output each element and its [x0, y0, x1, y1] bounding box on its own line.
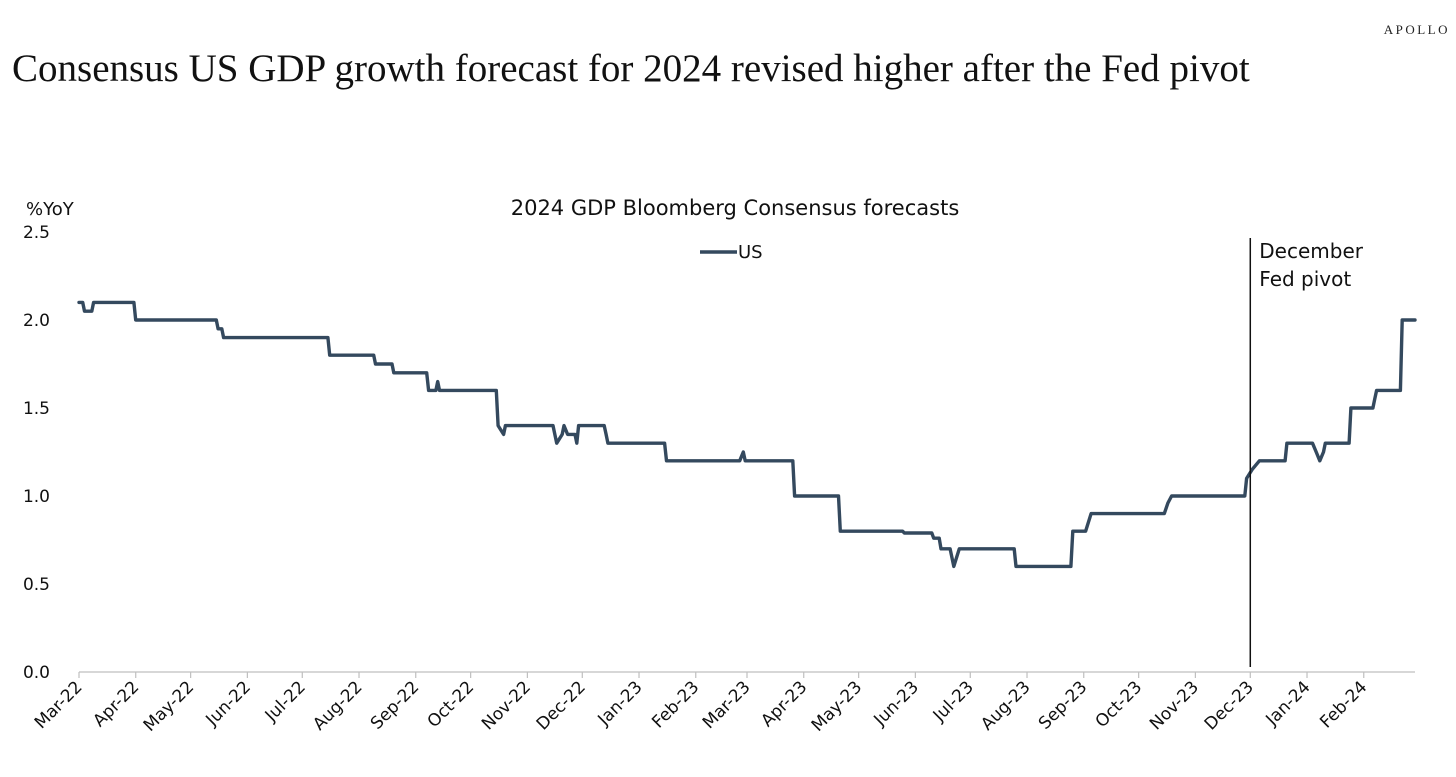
- x-tick-label: Nov-22: [478, 677, 535, 734]
- y-tick-label: 1.5: [23, 399, 50, 419]
- y-tick-label: 0.5: [23, 575, 50, 595]
- x-tick-label: May-22: [140, 677, 198, 735]
- chart-title: 2024 GDP Bloomberg Consensus forecasts: [511, 196, 960, 220]
- x-tick-label: Apr-22: [89, 677, 143, 731]
- annotation-text: December: [1259, 239, 1363, 263]
- x-tick-label: Mar-23: [699, 677, 755, 733]
- x-tick-label: Oct-22: [424, 677, 479, 732]
- x-tick-label: Jan-23: [594, 677, 647, 730]
- x-tick-label: Dec-23: [1201, 677, 1258, 734]
- x-tick-label: Feb-24: [1316, 677, 1371, 732]
- x-tick-label: Oct-23: [1092, 677, 1147, 732]
- x-tick-label: Dec-22: [533, 677, 590, 734]
- legend: US: [700, 242, 763, 263]
- y-axis-label: %YoY: [26, 199, 75, 220]
- annotation-layer: December Fed pivot: [1249, 238, 1364, 667]
- x-tick-label: Apr-23: [757, 677, 811, 731]
- x-tick-label: Sep-22: [367, 677, 423, 733]
- x-tick-label: Aug-22: [309, 677, 366, 734]
- x-tick-label: Jul-23: [929, 677, 978, 726]
- series-layer: [77, 300, 1417, 569]
- headline: Consensus US GDP growth forecast for 202…: [12, 47, 1250, 90]
- legend-label: US: [738, 242, 763, 263]
- x-tick-label: Feb-23: [648, 677, 703, 732]
- annotation-text: Fed pivot: [1259, 267, 1351, 291]
- x-tick-label: Jun-23: [870, 677, 923, 730]
- brand-logo: APOLLO: [1383, 22, 1450, 37]
- series-line-us: [77, 300, 1417, 569]
- x-tick-label: Jun-22: [202, 677, 255, 730]
- y-tick-label: 0.0: [23, 663, 50, 683]
- y-tick-label: 2.5: [23, 223, 50, 243]
- x-tick-label: May-23: [808, 677, 866, 735]
- y-tick-label: 1.0: [23, 487, 50, 507]
- x-tick-label: Jul-22: [261, 677, 310, 726]
- y-axis: 0.0 0.5 1.0 1.5 2.0 2.5: [23, 223, 50, 683]
- x-tick-label: Aug-23: [977, 677, 1034, 734]
- x-tick-label: Sep-23: [1035, 677, 1091, 733]
- x-tick-label: Jan-24: [1262, 677, 1315, 730]
- x-tick-label: Mar-22: [31, 677, 87, 733]
- x-tick-label: Nov-23: [1146, 677, 1203, 734]
- y-tick-label: 2.0: [23, 311, 50, 331]
